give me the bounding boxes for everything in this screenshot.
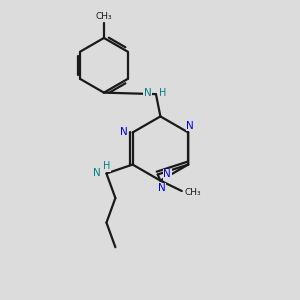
Text: H: H — [159, 88, 166, 98]
Text: N: N — [163, 169, 171, 179]
Text: H: H — [103, 161, 110, 171]
Text: CH₃: CH₃ — [96, 12, 112, 21]
Text: N: N — [158, 183, 166, 193]
Text: CH₃: CH₃ — [185, 188, 201, 197]
Text: N: N — [144, 88, 152, 98]
Text: N: N — [93, 169, 101, 178]
Text: N: N — [186, 121, 194, 131]
Text: N: N — [120, 128, 128, 137]
